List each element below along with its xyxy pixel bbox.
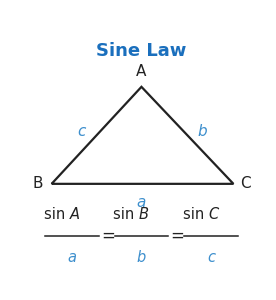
Text: sin: sin (44, 207, 70, 222)
Text: C: C (208, 207, 219, 222)
Text: C: C (240, 176, 250, 191)
Text: b: b (137, 250, 146, 266)
Text: c: c (207, 250, 215, 266)
Text: a: a (67, 250, 76, 266)
Text: b: b (197, 124, 207, 140)
Text: B: B (139, 207, 149, 222)
Text: c: c (78, 124, 86, 140)
Text: A: A (70, 207, 79, 222)
Text: A: A (136, 64, 147, 79)
Text: =: = (101, 227, 115, 245)
Text: =: = (170, 227, 184, 245)
Text: sin: sin (183, 207, 209, 222)
Text: sin: sin (113, 207, 139, 222)
Text: a: a (137, 195, 146, 210)
Text: Sine Law: Sine Law (96, 42, 187, 60)
Text: B: B (33, 176, 43, 191)
